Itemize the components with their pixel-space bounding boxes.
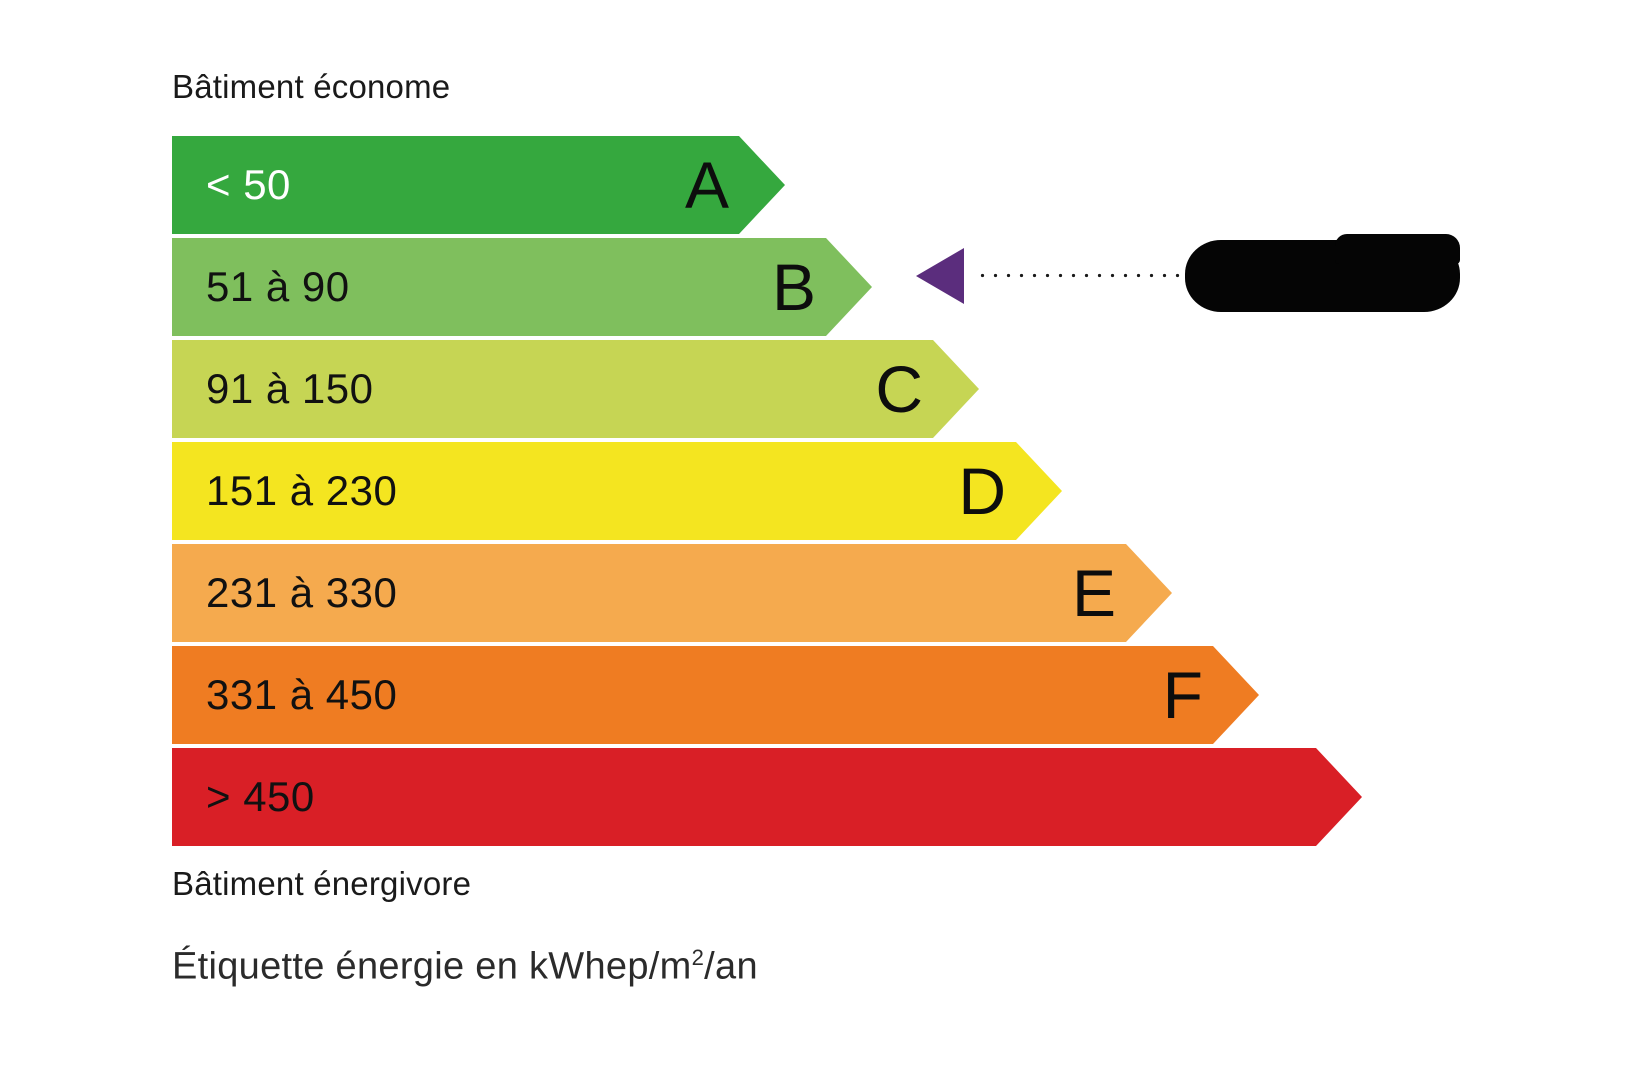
energy-band-shape: [172, 442, 1062, 540]
energy-band-shape: [172, 646, 1259, 744]
energy-band-b: 51 à 90 B: [172, 238, 872, 336]
energy-band-shape: [172, 748, 1362, 846]
energy-band-range-label: 151 à 230: [206, 467, 398, 514]
energy-band-g: > 450: [172, 748, 1362, 846]
energy-band-f: 331 à 450 F: [172, 646, 1259, 744]
energy-band-grade-letter: B: [771, 250, 816, 324]
energy-band-c: 91 à 150 C: [172, 340, 979, 438]
energy-band-grade-letter: C: [875, 352, 923, 426]
energy-band-grade-letter: D: [958, 454, 1006, 528]
energy-band-range-label: 331 à 450: [206, 671, 398, 718]
energy-band-shape: [172, 136, 785, 234]
energy-band-shape: [172, 544, 1172, 642]
figure-caption: Étiquette énergie en kWhep/m2/an: [172, 945, 758, 989]
energy-band-shape: [172, 238, 872, 336]
energy-band-grade-letter: E: [1071, 556, 1116, 630]
energy-band-range-label: 51 à 90: [206, 263, 350, 310]
bottom-heading: Bâtiment énergivore: [172, 865, 472, 902]
energy-band-d: 151 à 230 D: [172, 442, 1062, 540]
energy-scale: < 50 A 51 à 90 B 91 à 150 C 151 à 230 D 231 à 33…: [172, 136, 1412, 850]
energy-band-shape: [172, 340, 979, 438]
energy-band-e: 231 à 330 E: [172, 544, 1172, 642]
caption-superscript: 2: [691, 945, 705, 970]
caption-suffix: /an: [704, 945, 758, 988]
top-heading: Bâtiment économe: [172, 68, 451, 105]
energy-band-range-label: > 450: [206, 773, 315, 820]
energy-band-range-label: < 50: [206, 161, 291, 208]
energy-band-grade-letter: A: [684, 148, 729, 222]
energy-band-range-label: 231 à 330: [206, 569, 398, 616]
energy-band-grade-letter: F: [1162, 658, 1203, 732]
caption-text: Étiquette énergie en kWhep/m: [172, 945, 692, 988]
energy-band-range-label: 91 à 150: [206, 365, 374, 412]
energy-band-a: < 50 A: [172, 136, 785, 234]
